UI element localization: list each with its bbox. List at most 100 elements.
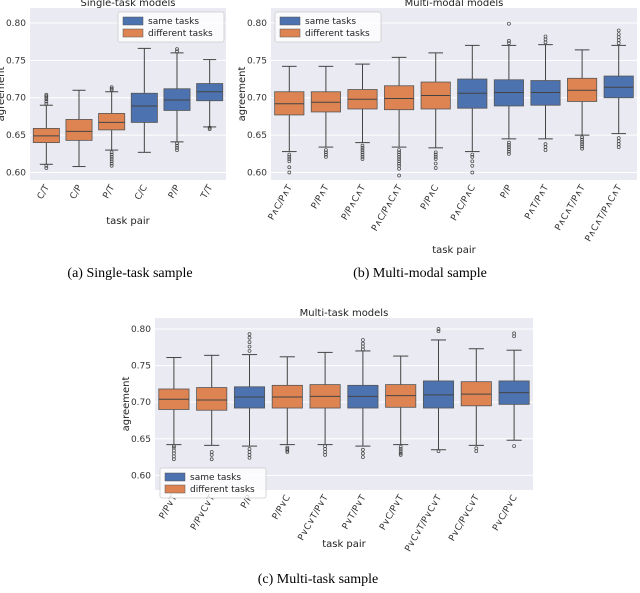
y-tick-label: 0.65 [6,131,26,141]
y-tick-label: 0.80 [131,325,151,335]
x-axis-label: task pair [432,245,476,256]
panel-multi-task: 0.60 0.65 0.70 0.75 0.80 Multi-task models agr… [121,308,533,587]
outlier-point [470,159,475,164]
outlier-point [436,329,441,334]
box-P∧C∧T/P∧T [567,49,598,151]
x-tick-label: P∧C∧T/P∧T [554,183,588,233]
outlier-point [360,152,365,157]
legend-label: different tasks [305,29,370,39]
box-P/P∧C∧T [347,63,378,161]
outlier-point [109,86,114,91]
legend-swatch-same [122,16,144,26]
x-tick-label: P/P∧T [310,183,332,211]
outlier-point [172,444,176,448]
iqr-box [65,119,93,141]
x-tick-label: P∧C/P∧T [267,183,295,222]
box-P∧C/P∧T [274,65,305,175]
outlier-point [507,39,511,43]
outlier-point [616,136,621,140]
outlier-point [436,327,441,331]
x-tick-label: P∨C/P∨C∨T [447,493,482,543]
y-axis-label: agreement [0,67,7,122]
legend-swatch-different [122,28,144,38]
iqr-box [384,85,415,111]
box-C/T [32,92,60,170]
y-tick-label: 0.75 [247,56,267,66]
box-P∨C/P∨T [385,355,417,457]
box-P∧C/P∧C∧T [384,56,415,178]
outlier-point [247,349,252,353]
outlier-point [209,457,214,462]
outlier-point [397,150,401,155]
outlier-point [543,34,548,39]
x-tick-label: P/P∨C [271,494,293,522]
outlier-point [324,154,328,159]
outlier-point [507,147,511,152]
outlier-point [512,444,516,448]
outlier-point [360,145,365,150]
legend-swatch-different [279,28,301,38]
figure-caption: (a) Single-task sample [67,266,192,281]
legend-label: different tasks [148,29,213,39]
outlier-point [109,154,114,159]
outlier-point [285,447,290,451]
outlier-point [175,49,179,54]
outlier-point [580,146,584,151]
outlier-point [109,161,114,166]
y-tick-label: 0.60 [131,471,151,481]
x-tick-label: P∨T/P∨T [341,493,369,531]
outlier-point [44,163,49,168]
outlier-point [397,157,401,161]
x-tick-label: P/P∨C∨T [189,493,217,532]
box-P∧T/P∧T [530,34,561,152]
box-P/P [233,332,266,460]
outlier-point [247,335,252,340]
x-tick-label: T/T [199,183,215,201]
x-tick-label: P∨C/P∨T [378,493,406,532]
outlier-point [433,166,438,170]
y-tick-label: 0.70 [247,94,267,104]
outlier-point [44,166,49,170]
box-C/C [130,47,158,153]
box-P∨C/P∨C∨T [460,348,492,454]
x-tick-label: P∧T/P∧T [523,183,551,221]
y-axis-label: agreement [237,67,248,122]
outlier-point [287,170,292,175]
outlier-point [474,446,479,451]
outlier-point [507,41,511,45]
y-tick-label: 0.65 [247,131,267,141]
legend-label: same tasks [148,17,199,27]
x-tick-label: P/P∧C [419,184,441,212]
legend: same tasks different tasks [117,11,225,43]
y-axis-label: agreement [121,377,132,432]
panel-multi-modal: 0.60 0.65 0.70 0.75 0.80 Multi-modal models ag… [237,0,637,281]
legend-label: same tasks [305,17,356,27]
outlier-point [398,449,403,454]
outlier-point [580,140,584,144]
box-P∧C∧T/P∧C∧T [603,28,634,149]
outlier-point [172,445,176,450]
chart-title: Single-task models [81,0,176,9]
y-tick-label: 0.60 [6,169,26,179]
outlier-point [507,145,511,149]
outlier-point [247,340,252,345]
outlier-point [507,143,511,147]
box-P/P∨T [158,357,190,462]
legend-swatch-same [279,16,301,26]
x-tick-label: P∧C∧T/P∧C∧T [584,183,625,244]
outlier-point [397,152,401,157]
outlier-point [323,444,327,448]
outlier-point [287,159,292,164]
outlier-point [361,447,365,452]
y-tick-label: 0.75 [6,56,26,66]
outlier-point [247,332,252,336]
outlier-point [543,142,548,146]
outlier-point [433,152,438,157]
outlier-point [397,163,401,168]
outlier-point [360,154,365,159]
outlier-point [580,135,584,140]
outlier-point [507,21,511,26]
outlier-point [360,143,365,148]
outlier-point [436,449,441,454]
x-tick-label: P∧C/P∧C∧T [370,183,405,233]
